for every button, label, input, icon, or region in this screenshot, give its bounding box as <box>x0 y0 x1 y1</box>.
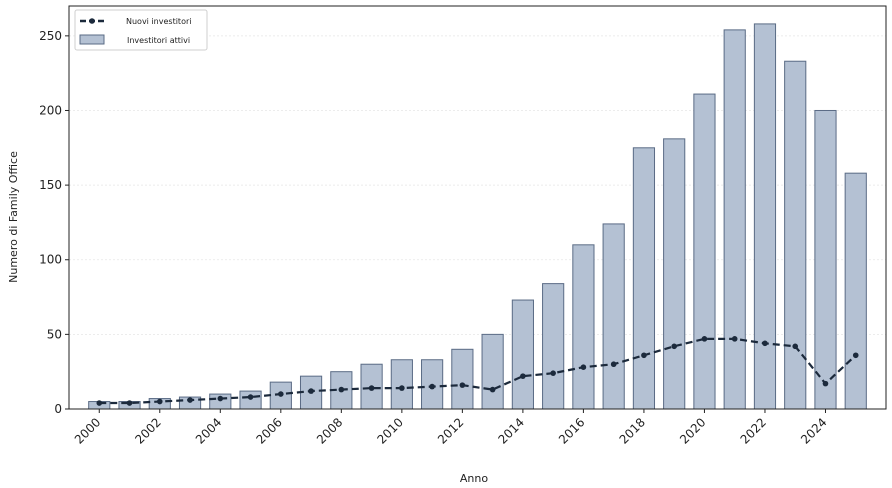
bar-2022 <box>753 23 777 410</box>
legend-bar-swatch <box>79 34 105 45</box>
bar-2017 <box>602 223 625 410</box>
bar-2016 <box>572 244 595 410</box>
legend: Nuovi investitori Investitori attivi <box>74 9 208 51</box>
point-2007 <box>308 388 314 394</box>
x-tick-label: 2020 <box>677 415 708 446</box>
point-2025 <box>852 352 859 359</box>
point-2020 <box>701 336 708 342</box>
point-2024 <box>822 380 829 387</box>
x-tick-label: 2014 <box>496 415 527 446</box>
x-tick-label: 2002 <box>132 415 163 446</box>
y-axis: 0 50 100 150 200 250 <box>39 29 69 416</box>
x-tick-label: 2012 <box>435 415 466 446</box>
point-2005 <box>247 394 254 400</box>
x-tick-label: 2016 <box>556 415 587 446</box>
x-tick-label: 2004 <box>193 415 224 446</box>
line-nuovi-investitori <box>99 337 857 405</box>
line-series <box>96 336 859 406</box>
bar-2024 <box>814 109 837 410</box>
bar-2014 <box>511 299 534 410</box>
point-2001 <box>126 400 133 406</box>
point-2015 <box>550 370 556 376</box>
bar-series <box>88 23 867 410</box>
point-2021 <box>731 336 738 342</box>
x-tick-label: 2010 <box>374 415 405 446</box>
point-2013 <box>489 386 496 393</box>
point-2003 <box>187 397 193 403</box>
point-2004 <box>217 395 224 402</box>
x-tick-label: 2008 <box>314 415 345 446</box>
y-tick-label: 250 <box>39 29 62 43</box>
x-axis-label: Anno <box>460 472 488 485</box>
y-tick-label: 200 <box>39 103 62 117</box>
point-2009 <box>368 385 375 391</box>
bar-2021 <box>723 29 746 410</box>
y-axis-label: Numero di Family Office <box>7 151 20 283</box>
y-tick-label: 150 <box>39 178 62 192</box>
x-tick-label: 2006 <box>253 415 284 446</box>
x-tick-label: 2000 <box>72 415 103 446</box>
plot-frame <box>68 5 887 410</box>
legend-box <box>74 9 208 51</box>
point-2019 <box>671 343 677 350</box>
point-2010 <box>399 385 405 391</box>
bar-2018 <box>632 147 656 410</box>
bar-2010 <box>390 359 413 410</box>
bar-2025 <box>844 172 867 410</box>
x-tick-label: 2024 <box>798 415 829 446</box>
point-2014 <box>520 373 526 379</box>
legend-label-investitori-attivi: Investitori attivi <box>127 36 190 45</box>
bar-2019 <box>663 138 686 410</box>
bar-2020 <box>693 93 716 410</box>
bar-2012 <box>451 348 474 410</box>
point-2017 <box>610 361 617 368</box>
x-axis: 2000 2002 2004 2006 2008 2010 2012 2014 2016 2018… <box>72 409 830 447</box>
point-2016 <box>580 364 587 371</box>
y-tick-label: 50 <box>47 327 62 341</box>
x-tick-label: 2018 <box>617 415 648 446</box>
point-2002 <box>156 398 163 405</box>
point-2011 <box>429 383 435 390</box>
point-2023 <box>792 343 799 350</box>
bar-2005 <box>239 390 262 410</box>
y-tick-label: 100 <box>39 253 62 267</box>
point-2022 <box>762 340 768 347</box>
x-tick-label: 2022 <box>738 415 769 446</box>
point-2006 <box>278 391 284 397</box>
point-2012 <box>459 382 466 388</box>
point-2008 <box>338 386 345 393</box>
y-tick-label: 0 <box>54 402 62 416</box>
legend-line-marker <box>89 18 95 24</box>
legend-label-nuovi-investitori: Nuovi investitori <box>126 17 191 26</box>
point-2018 <box>641 352 647 359</box>
bar-2015 <box>542 283 565 410</box>
bar-2013 <box>481 333 504 410</box>
point-2000 <box>96 400 103 406</box>
